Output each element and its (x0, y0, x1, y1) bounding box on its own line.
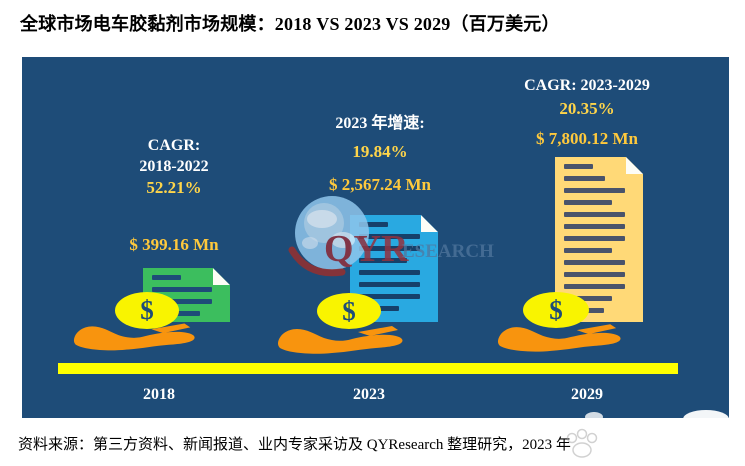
hand-icon-2029 (496, 324, 624, 354)
chart-area: CAGR: 2018-2022 52.21% $ 399.16 Mn $ 202… (22, 57, 729, 418)
x-label-2023: 2023 (353, 386, 385, 403)
watermark-blob (585, 412, 603, 422)
annotation-growth-2023: 2023 年增速: (335, 115, 425, 132)
source-note: 资料来源：第三方资料、新闻报道、业内专家采访及 QYResearch 整理研究，… (18, 437, 571, 453)
dollar-sign: $ (549, 294, 563, 325)
value-2029: $ 7,800.12 Mn (536, 129, 638, 148)
paw-watermark-icon (566, 428, 598, 458)
percent-2029: 20.35% (559, 99, 615, 118)
watermark-blob (683, 410, 729, 428)
dollar-coin-icon-2029: $ (523, 292, 589, 328)
hand-icon-2023 (275, 326, 407, 356)
value-2023: $ 2,567.24 Mn (329, 175, 431, 194)
watermark-text-esearch: ESEARCH (402, 241, 494, 262)
watermark-text-qyr: QYR (324, 228, 409, 270)
qyresearch-watermark-logo: QYR ESEARCH (288, 196, 494, 277)
dollar-sign: $ (342, 295, 356, 326)
document-icon-2029 (555, 157, 643, 322)
dollar-sign: $ (140, 295, 154, 325)
x-label-2029: 2029 (571, 386, 603, 403)
value-2018: $ 399.16 Mn (129, 235, 219, 254)
dollar-coin-icon-2023: $ (317, 293, 381, 329)
x-label-2018: 2018 (143, 386, 175, 403)
percent-2023: 19.84% (352, 142, 408, 161)
annotation-cagr-2023-2029: CAGR: 2023-2029 (524, 77, 650, 94)
annotation-cagr-2018-2022: CAGR: 2018-2022 (139, 137, 209, 175)
percent-2018: 52.21% (146, 178, 202, 197)
page-title: 全球市场电车胶黏剂市场规模：2018 VS 2023 VS 2029（百万美元） (20, 14, 560, 34)
page-fold-icon (213, 268, 230, 285)
dollar-coin-icon-2018: $ (115, 292, 179, 329)
page-fold-icon (626, 157, 643, 174)
axis-baseline (58, 363, 678, 374)
